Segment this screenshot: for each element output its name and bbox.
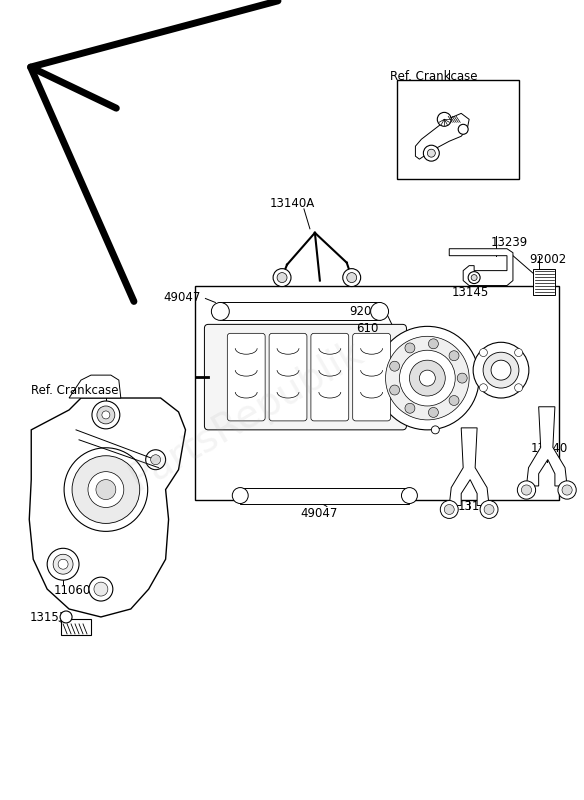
Text: 13145: 13145 <box>451 286 488 298</box>
Circle shape <box>145 450 166 470</box>
Circle shape <box>58 559 68 569</box>
Circle shape <box>399 350 455 406</box>
Circle shape <box>515 349 523 357</box>
FancyBboxPatch shape <box>398 79 519 179</box>
Ellipse shape <box>401 487 418 503</box>
Circle shape <box>89 577 113 601</box>
Circle shape <box>419 370 435 386</box>
Circle shape <box>468 272 480 283</box>
Circle shape <box>458 124 468 134</box>
Circle shape <box>515 384 523 392</box>
Circle shape <box>558 481 576 499</box>
Circle shape <box>449 350 459 361</box>
Circle shape <box>273 269 291 286</box>
Text: 49047: 49047 <box>164 290 201 303</box>
Polygon shape <box>415 114 469 159</box>
Polygon shape <box>449 428 489 506</box>
FancyBboxPatch shape <box>311 334 349 421</box>
Circle shape <box>409 360 445 396</box>
Text: Ref. Crankcase: Ref. Crankcase <box>390 70 477 82</box>
Text: PartsRepublik: PartsRepublik <box>121 334 369 498</box>
Circle shape <box>376 326 479 430</box>
FancyBboxPatch shape <box>240 487 409 503</box>
Circle shape <box>429 407 439 418</box>
FancyBboxPatch shape <box>220 302 380 320</box>
Circle shape <box>444 505 454 514</box>
Text: 13151: 13151 <box>29 611 67 624</box>
Polygon shape <box>449 249 513 286</box>
Circle shape <box>96 480 116 499</box>
Text: 92002: 92002 <box>529 253 566 266</box>
Text: 49047: 49047 <box>300 507 338 521</box>
FancyBboxPatch shape <box>269 334 307 421</box>
Circle shape <box>385 336 469 420</box>
Ellipse shape <box>232 487 248 503</box>
Circle shape <box>97 406 115 424</box>
Polygon shape <box>29 398 186 617</box>
Ellipse shape <box>371 302 388 320</box>
Text: Ref. Crankcase: Ref. Crankcase <box>32 384 119 397</box>
Circle shape <box>277 273 287 282</box>
Text: 610: 610 <box>356 322 378 335</box>
Circle shape <box>343 269 361 286</box>
Circle shape <box>484 505 494 514</box>
Circle shape <box>473 342 529 398</box>
Text: 13140: 13140 <box>457 499 495 513</box>
Circle shape <box>457 373 467 383</box>
FancyBboxPatch shape <box>204 324 406 430</box>
FancyBboxPatch shape <box>353 334 391 421</box>
Polygon shape <box>69 375 121 398</box>
Circle shape <box>449 395 459 406</box>
Circle shape <box>405 403 415 414</box>
Circle shape <box>390 362 399 371</box>
Circle shape <box>88 472 124 507</box>
Text: 13239: 13239 <box>491 236 529 249</box>
Circle shape <box>60 611 72 623</box>
Circle shape <box>423 146 439 161</box>
Circle shape <box>429 339 439 349</box>
Circle shape <box>483 352 519 388</box>
Circle shape <box>151 454 161 465</box>
Circle shape <box>491 360 511 380</box>
Circle shape <box>479 384 488 392</box>
Circle shape <box>347 273 357 282</box>
Circle shape <box>437 112 451 126</box>
Circle shape <box>562 485 572 495</box>
Circle shape <box>47 548 79 580</box>
Circle shape <box>102 411 110 419</box>
Circle shape <box>440 501 458 518</box>
Circle shape <box>522 485 531 495</box>
Circle shape <box>479 349 488 357</box>
FancyBboxPatch shape <box>533 269 555 294</box>
Text: 13140A: 13140A <box>270 197 315 210</box>
Circle shape <box>517 481 536 499</box>
Circle shape <box>480 501 498 518</box>
Text: 13140: 13140 <box>531 442 568 455</box>
Circle shape <box>72 456 140 523</box>
Polygon shape <box>196 286 559 499</box>
FancyBboxPatch shape <box>61 619 91 635</box>
Circle shape <box>405 343 415 353</box>
Circle shape <box>64 448 148 531</box>
Circle shape <box>92 401 120 429</box>
Circle shape <box>432 426 439 434</box>
Circle shape <box>471 274 477 281</box>
Circle shape <box>53 554 73 574</box>
Ellipse shape <box>211 302 230 320</box>
FancyBboxPatch shape <box>227 334 265 421</box>
Polygon shape <box>527 406 567 486</box>
Text: 92045: 92045 <box>350 306 387 318</box>
Circle shape <box>94 582 108 596</box>
Circle shape <box>427 149 435 157</box>
Circle shape <box>390 385 399 395</box>
Text: 11060: 11060 <box>54 584 91 597</box>
